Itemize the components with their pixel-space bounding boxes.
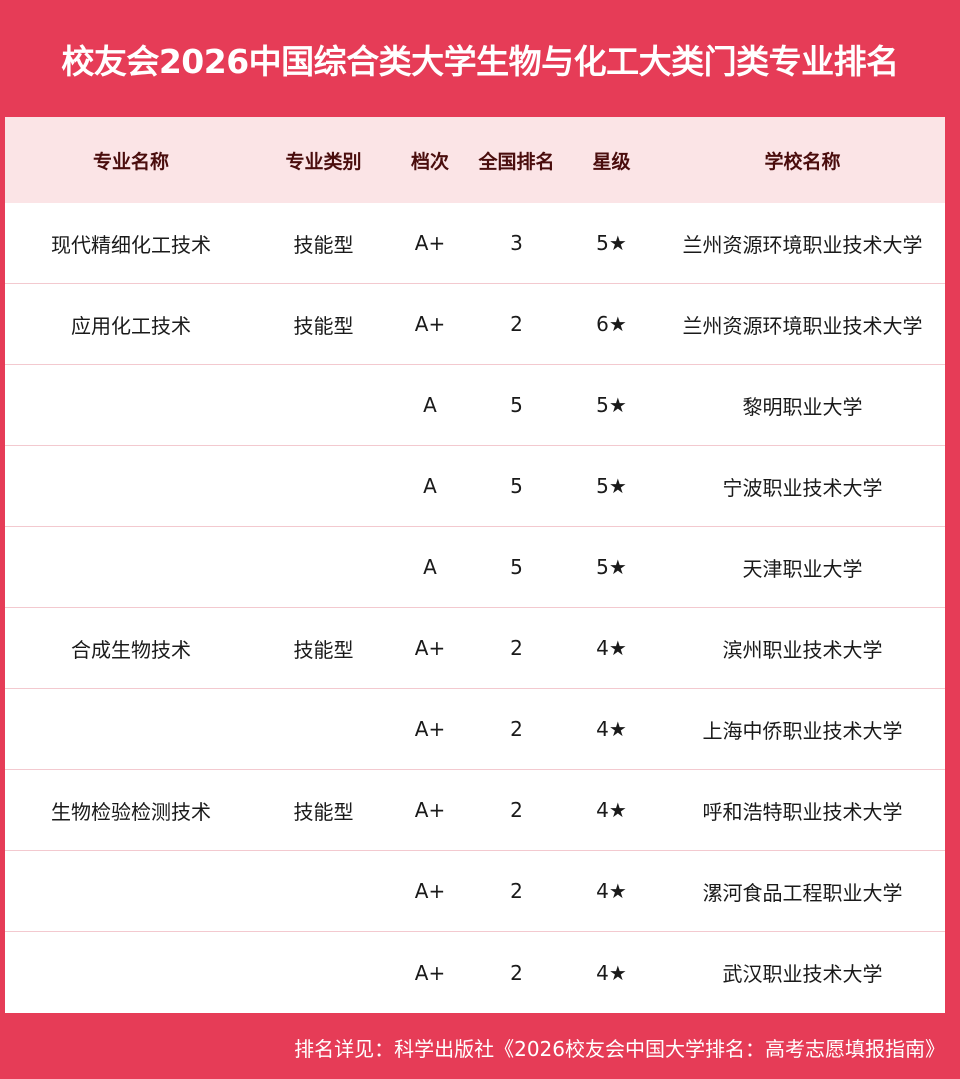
cell-rank: 2 bbox=[510, 312, 523, 336]
cell-rank: 5 bbox=[510, 474, 523, 498]
cell-rank: 3 bbox=[510, 231, 523, 255]
source-note: 排名详见：科学出版社《2026校友会中国大学排名：高考志愿填报指南》 bbox=[294, 1036, 945, 1061]
table-header: 专业名称 专业类别 档次 全国排名 星级 学校名称 bbox=[5, 117, 945, 203]
header-tier: 档次 bbox=[410, 150, 449, 173]
cell-tier: A+ bbox=[414, 717, 446, 741]
table-row: A 5 5★ 宁波职业技术大学 bbox=[5, 446, 945, 527]
table-row: A+ 2 4★ 武汉职业技术大学 bbox=[5, 932, 945, 1013]
header-major: 专业名称 bbox=[92, 150, 169, 173]
cell-school: 兰州资源环境职业技术大学 bbox=[682, 313, 923, 338]
cell-tier: A+ bbox=[414, 636, 446, 660]
table-row: A+ 2 4★ 漯河食品工程职业大学 bbox=[5, 851, 945, 932]
cell-rank: 2 bbox=[510, 636, 523, 660]
ranking-table: 专业名称 专业类别 档次 全国排名 星级 学校名称 现代精细化工技术 技能型 A+ 3… bbox=[5, 117, 945, 1013]
cell-stars: 6★ bbox=[596, 312, 627, 336]
cell-category: 技能型 bbox=[293, 232, 354, 257]
table-row: A 5 5★ 天津职业大学 bbox=[5, 527, 945, 608]
cell-school: 黎明职业大学 bbox=[742, 394, 863, 419]
cell-stars: 5★ bbox=[596, 393, 627, 417]
cell-stars: 4★ bbox=[596, 636, 627, 660]
table-row: A+ 2 4★ 上海中侨职业技术大学 bbox=[5, 689, 945, 770]
cell-stars: 4★ bbox=[596, 879, 627, 903]
cell-tier: A+ bbox=[414, 798, 446, 822]
header-school: 学校名称 bbox=[764, 150, 841, 173]
header-category: 专业类别 bbox=[285, 150, 362, 173]
cell-stars: 5★ bbox=[596, 474, 627, 498]
cell-stars: 4★ bbox=[596, 717, 627, 741]
cell-tier: A+ bbox=[414, 231, 446, 255]
header-rank: 全国排名 bbox=[478, 150, 555, 173]
cell-school: 兰州资源环境职业技术大学 bbox=[682, 232, 923, 257]
cell-school: 武汉职业技术大学 bbox=[722, 962, 883, 986]
page-title: 校友会2026中国综合类大学生物与化工大类门类专业排名 bbox=[61, 41, 899, 81]
table-row: 合成生物技术 技能型 A+ 2 4★ 滨州职业技术大学 bbox=[5, 608, 945, 689]
cell-stars: 5★ bbox=[596, 555, 627, 579]
cell-category: 技能型 bbox=[293, 313, 354, 338]
cell-major: 应用化工技术 bbox=[71, 313, 191, 338]
cell-stars: 4★ bbox=[596, 798, 627, 822]
cell-rank: 5 bbox=[510, 393, 523, 417]
cell-rank: 5 bbox=[510, 555, 523, 579]
cell-major: 合成生物技术 bbox=[71, 637, 191, 662]
cell-school: 天津职业大学 bbox=[742, 556, 863, 581]
header-stars: 星级 bbox=[592, 150, 631, 173]
cell-major: 生物检验检测技术 bbox=[51, 799, 211, 824]
cell-school: 滨州职业技术大学 bbox=[722, 637, 883, 662]
cell-tier: A+ bbox=[414, 312, 446, 336]
cell-rank: 2 bbox=[510, 879, 523, 903]
cell-tier: A+ bbox=[414, 960, 446, 985]
cell-stars: 5★ bbox=[596, 231, 627, 255]
cell-school: 呼和浩特职业技术大学 bbox=[702, 799, 903, 824]
cell-category: 技能型 bbox=[293, 799, 354, 824]
cell-school: 上海中侨职业技术大学 bbox=[702, 718, 903, 743]
cell-rank: 2 bbox=[510, 798, 523, 822]
table-row: 现代精细化工技术 技能型 A+ 3 5★ 兰州资源环境职业技术大学 bbox=[5, 203, 945, 284]
cell-category: 技能型 bbox=[293, 637, 354, 662]
cell-tier: A+ bbox=[414, 879, 446, 903]
cell-tier: A bbox=[423, 555, 437, 579]
table-row: 应用化工技术 技能型 A+ 2 6★ 兰州资源环境职业技术大学 bbox=[5, 284, 945, 365]
cell-major: 现代精细化工技术 bbox=[51, 232, 211, 257]
cell-rank: 2 bbox=[510, 960, 523, 985]
cell-school: 漯河食品工程职业大学 bbox=[702, 880, 903, 905]
table-row: A 5 5★ 黎明职业大学 bbox=[5, 365, 945, 446]
cell-school: 宁波职业技术大学 bbox=[722, 475, 883, 500]
cell-tier: A bbox=[423, 393, 437, 417]
table-row: 生物检验检测技术 技能型 A+ 2 4★ 呼和浩特职业技术大学 bbox=[5, 770, 945, 851]
cell-stars: 4★ bbox=[596, 960, 627, 985]
cell-tier: A bbox=[423, 474, 437, 498]
cell-rank: 2 bbox=[510, 717, 523, 741]
